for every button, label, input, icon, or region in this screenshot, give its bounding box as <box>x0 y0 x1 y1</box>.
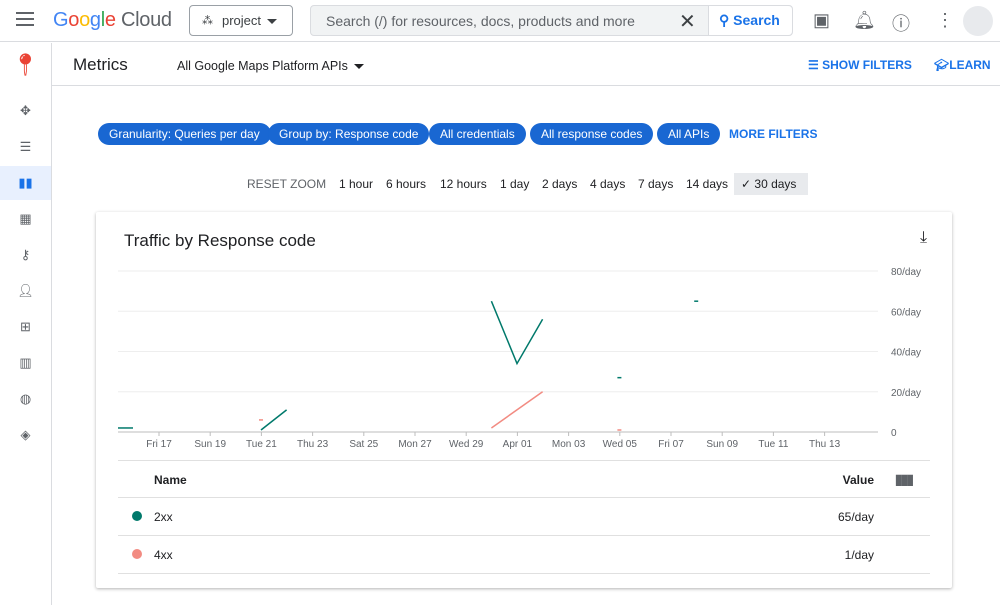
x-tick-label: Tue 11 <box>758 439 788 450</box>
filter-chip-credentials[interactable]: All credentials <box>429 123 526 145</box>
column-name: Name <box>154 473 187 487</box>
sidebar: 📍︎ ✥ ☰ ▮▮ ▦ ⚷ 👤︎ ⊞ ▥ ◍ ◈ <box>0 43 52 605</box>
list-icon[interactable]: ☰ <box>19 139 32 154</box>
filter-icon: ☰ <box>808 58 823 72</box>
learn-label: LEARN <box>949 58 991 72</box>
layers-icon[interactable]: ◈ <box>20 427 31 442</box>
chevron-down-icon <box>267 19 278 25</box>
bar-chart-icon[interactable]: ▮▮ <box>0 166 51 200</box>
x-tick-label: Thu 13 <box>809 439 841 450</box>
x-tick-label: Fri 17 <box>146 439 172 450</box>
chart-title: Traffic by Response code <box>124 231 316 250</box>
zoom-4-days[interactable]: 4 days <box>590 177 626 191</box>
terminal-icon[interactable]: ▣ <box>813 10 831 30</box>
column-chooser-icon[interactable]: ▮▮▮ <box>894 471 914 487</box>
x-tick-label: Thu 23 <box>297 439 329 450</box>
calendar-icon[interactable]: ▦ <box>19 211 32 226</box>
show-filters-label: SHOW FILTERS <box>822 58 912 72</box>
help-icon[interactable]: ⓘ <box>892 14 910 34</box>
api-selector[interactable]: All Google Maps Platform APIs <box>177 59 364 73</box>
x-tick-label: Mon 03 <box>552 439 586 450</box>
filter-chip-apis[interactable]: All APIs <box>657 123 721 145</box>
row-name: 2xx <box>154 510 173 524</box>
project-selector[interactable]: ⁂ project <box>189 5 293 36</box>
filter-chip-response-codes[interactable]: All response codes <box>530 123 654 145</box>
zoom-2-days[interactable]: 2 days <box>542 177 578 191</box>
column-value: Value <box>842 473 874 487</box>
zoom-1-day[interactable]: 1 day <box>500 177 530 191</box>
filter-chip-granularity[interactable]: Granularity: Queries per day <box>98 123 271 145</box>
chevron-down-icon <box>353 64 364 70</box>
series-line-2xx <box>490 300 544 366</box>
x-tick-label: Wed 05 <box>603 439 638 450</box>
top-bar: Google Cloud ⁂ project Search (/) for res… <box>0 0 1000 42</box>
map-icon[interactable]: ▥ <box>19 355 32 370</box>
apps-icon[interactable]: ⊞ <box>20 319 31 334</box>
google-cloud-logo[interactable]: Google Cloud <box>53 9 172 31</box>
row-value: 1/day <box>844 548 874 562</box>
zoom-6-hours[interactable]: 6 hours <box>386 177 427 191</box>
zoom-7-days[interactable]: 7 days <box>638 177 674 191</box>
x-tick-label: Sat 25 <box>349 439 378 450</box>
x-tick-label: Fri 07 <box>658 439 684 450</box>
table-row[interactable]: 4xx 1/day <box>118 536 930 574</box>
learn-button[interactable]: 🎓︎LEARN <box>934 58 991 72</box>
filter-chip-group-by[interactable]: Group by: Response code <box>268 123 430 145</box>
bell-icon[interactable]: 🔔︎ <box>853 10 876 30</box>
search-input[interactable]: Search (/) for resources, docs, products… <box>326 13 635 29</box>
y-tick-label: 60/day <box>891 307 921 318</box>
table-row[interactable]: 2xx 65/day <box>118 498 930 536</box>
avatar[interactable] <box>963 6 993 36</box>
search-bar[interactable]: Search (/) for resources, docs, products… <box>310 5 793 36</box>
zoom-12-hours[interactable]: 12 hours <box>440 177 487 191</box>
row-name: 4xx <box>154 548 173 562</box>
table-header: Name Value ▮▮▮ <box>118 460 930 498</box>
key-icon[interactable]: ⚷ <box>20 247 31 262</box>
menu-icon[interactable] <box>16 12 34 30</box>
chart: 0 20/day 40/day 60/day 80/day Fri 17 Sun 19 Tue… <box>118 267 921 450</box>
zoom-1-hour[interactable]: 1 hour <box>339 177 374 191</box>
y-tick-label: 20/day <box>891 388 921 399</box>
project-icon: ⁂ <box>202 15 213 27</box>
page-title: Metrics <box>73 55 128 74</box>
zoom-14-days[interactable]: 14 days <box>686 177 729 191</box>
y-tick-label: 40/day <box>891 348 921 359</box>
x-tick-label: Wed 29 <box>449 439 484 450</box>
x-tick-label: Sun 19 <box>194 439 226 450</box>
legend-dot <box>132 549 142 559</box>
legend-dot <box>132 511 142 521</box>
api-selector-label: All Google Maps Platform APIs <box>177 59 348 73</box>
series-line-2xx <box>260 409 288 431</box>
zoom-30-days[interactable]: ✓ 30 days <box>734 173 808 195</box>
y-tick-label: 0 <box>891 428 897 439</box>
more-vert-icon[interactable]: ⋮ <box>936 10 954 30</box>
reset-zoom-button[interactable]: RESET ZOOM <box>247 177 327 191</box>
palette-icon[interactable]: ◍ <box>19 391 32 406</box>
y-tick-label: 80/day <box>891 267 921 278</box>
page-header: Metrics All Google Maps Platform APIs ☰ … <box>52 43 1000 86</box>
more-filters-button[interactable]: MORE FILTERS <box>729 127 818 141</box>
search-button-label: Search <box>733 12 780 28</box>
row-value: 65/day <box>837 510 874 524</box>
person-icon[interactable]: 👤︎ <box>17 283 34 298</box>
search-icon: ⚲ <box>719 12 730 28</box>
series-line-4xx <box>490 391 544 429</box>
school-icon: 🎓︎ <box>934 58 950 72</box>
maps-logo-icon[interactable]: 📍︎ <box>11 52 40 77</box>
x-tick-label: Tue 21 <box>246 439 277 450</box>
download-icon[interactable]: ⤓ <box>920 229 928 246</box>
x-tick-label: Mon 27 <box>398 439 432 450</box>
x-tick-label: Apr 01 <box>503 439 533 450</box>
show-filters-button[interactable]: ☰ SHOW FILTERS <box>808 58 912 72</box>
zoom-30-days-label: 30 days <box>754 177 797 191</box>
project-name: project <box>222 13 262 28</box>
chart-card: Traffic by Response code ⤓ 0 20/day 40/day… <box>96 212 952 588</box>
x-tick-label: Sun 09 <box>706 439 738 450</box>
check-icon: ✓ <box>741 177 755 191</box>
search-button[interactable]: ⚲ Search <box>708 6 792 35</box>
move-icon[interactable]: ✥ <box>20 103 31 118</box>
clear-icon[interactable]: ✕ <box>679 11 696 33</box>
